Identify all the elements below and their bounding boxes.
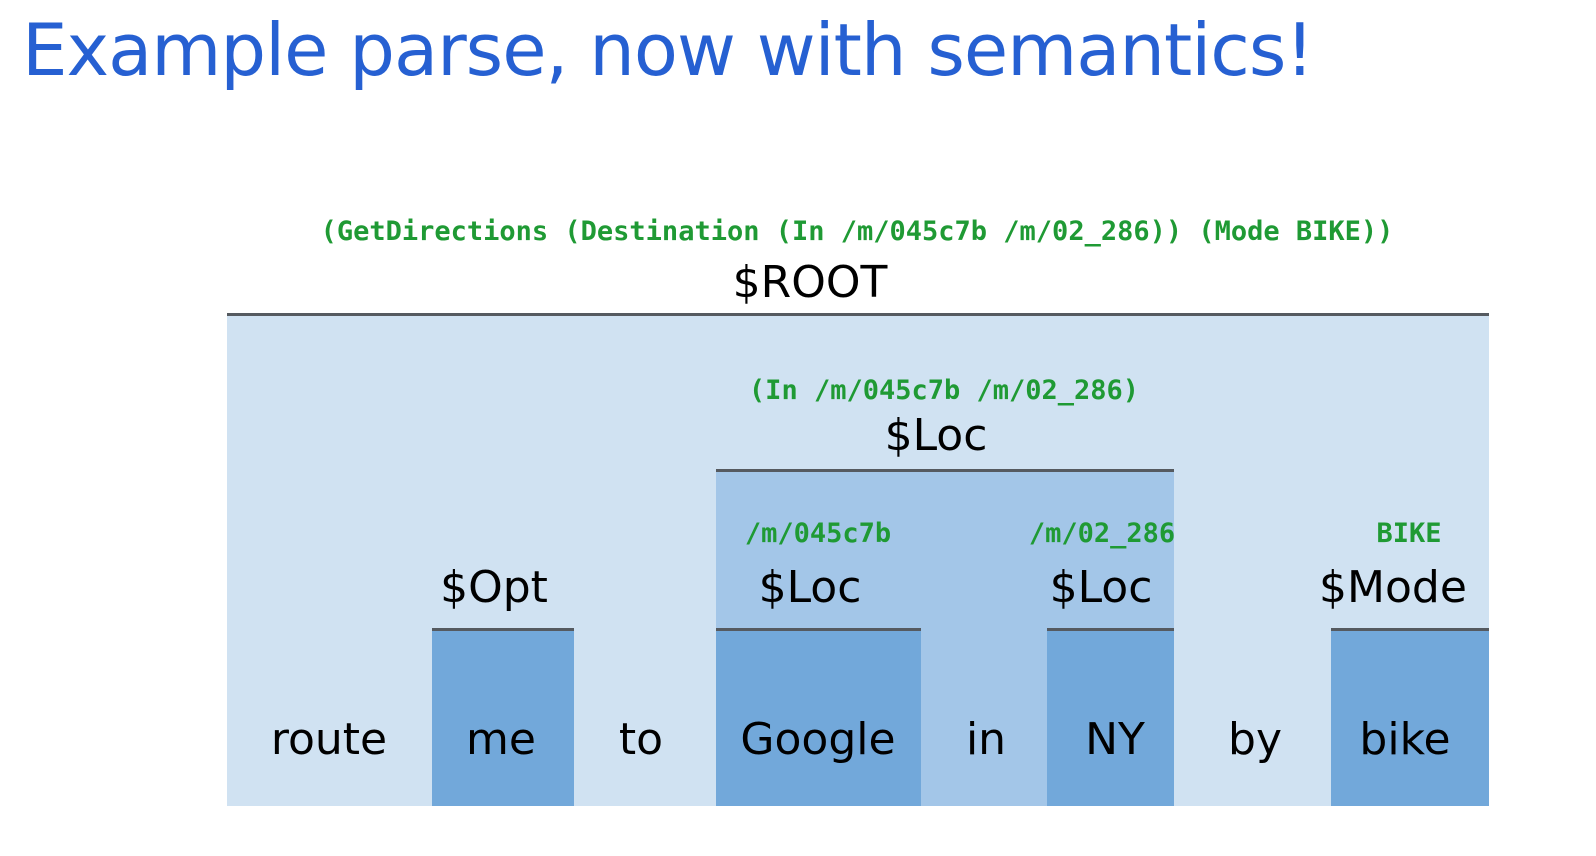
token-by: by (1228, 714, 1282, 765)
loc1-span-panel (716, 631, 921, 806)
token-bike: bike (1359, 714, 1451, 765)
loc2-label: $Loc (1049, 562, 1153, 613)
loc2-bar (1047, 628, 1174, 631)
token-route: route (270, 714, 388, 765)
loc2-semantics: /m/02_286 (1028, 518, 1176, 549)
slide-title: Example parse, now with semantics! (22, 8, 1314, 92)
token-me: me (466, 714, 536, 765)
mode-bar (1331, 628, 1489, 631)
mode-span-panel (1331, 631, 1489, 806)
loc1-label: $Loc (758, 562, 862, 613)
loc-bar (716, 469, 1174, 472)
mode-semantics: BIKE (1376, 518, 1442, 549)
token-in: in (965, 714, 1007, 765)
mode-label: $Mode (1319, 562, 1467, 613)
loc2-span-panel (1047, 631, 1174, 806)
token-google: Google (740, 714, 896, 765)
loc-label: $Loc (884, 410, 988, 461)
token-to: to (618, 714, 664, 765)
token-ny: NY (1085, 714, 1145, 765)
root-label: $ROOT (732, 257, 888, 308)
loc-semantics: (In /m/045c7b /m/02_286) (748, 375, 1140, 406)
root-bar (227, 313, 1489, 316)
opt-bar (432, 628, 574, 631)
opt-label: $Opt (440, 562, 548, 613)
loc1-bar (716, 628, 921, 631)
root-semantics: (GetDirections (Destination (In /m/045c7… (320, 216, 1394, 247)
loc1-semantics: /m/045c7b (744, 518, 892, 549)
opt-span-panel (432, 631, 574, 806)
